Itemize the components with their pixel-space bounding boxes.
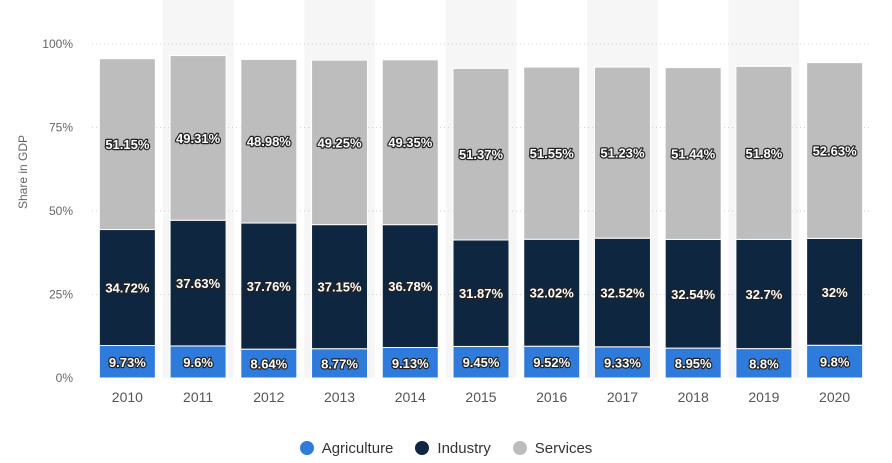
- bar-segment-agriculture[interactable]: [311, 348, 369, 379]
- legend-marker-industry: [415, 441, 430, 455]
- data-label: 9.33%: [604, 355, 641, 370]
- data-label: 8.8%: [749, 356, 779, 371]
- data-label: 9.52%: [533, 355, 570, 370]
- bar-segment-industry[interactable]: [240, 222, 298, 350]
- bar-segment-agriculture[interactable]: [593, 346, 651, 379]
- bar-layer: [98, 55, 864, 379]
- data-label: 49.35%: [388, 135, 433, 150]
- bar-segment-agriculture[interactable]: [169, 345, 227, 379]
- bar-segment-industry[interactable]: [98, 229, 156, 347]
- data-label: 51.37%: [459, 147, 504, 162]
- y-tick-label: 50%: [49, 204, 73, 218]
- data-label: 51.8%: [745, 146, 782, 161]
- bar-segment-agriculture[interactable]: [381, 347, 439, 379]
- bar-segment-agriculture[interactable]: [806, 344, 864, 379]
- bar-segment-services[interactable]: [240, 58, 298, 224]
- data-label: 37.76%: [247, 279, 292, 294]
- legend-label-services: Services: [534, 439, 593, 457]
- chart-legend: Agriculture Industry Services: [0, 436, 892, 460]
- bar-segment-industry[interactable]: [735, 238, 793, 350]
- data-label: 51.15%: [105, 137, 150, 152]
- bar-segment-industry[interactable]: [381, 224, 439, 349]
- x-tick-label: 2014: [395, 389, 426, 405]
- legend-marker-agriculture: [299, 441, 314, 455]
- stacked-bar-chart: 9.73% 34.72% 51.15% 9.6% 37.63% 49.31% 8.64% 37…: [16, 37, 870, 405]
- data-label: 49.25%: [317, 135, 362, 150]
- bar-segment-agriculture[interactable]: [523, 345, 581, 379]
- y-tick-label: 100%: [42, 37, 73, 51]
- bar-segment-agriculture[interactable]: [240, 348, 298, 379]
- bar-segment-services[interactable]: [523, 66, 581, 240]
- x-tick-label: 2012: [253, 389, 284, 405]
- bar-segment-services[interactable]: [311, 59, 369, 226]
- data-label: 51.55%: [530, 146, 575, 161]
- legend-item-services[interactable]: Services: [512, 439, 593, 457]
- data-label: 9.8%: [820, 355, 850, 370]
- x-tick-label: 2017: [607, 389, 638, 405]
- data-label: 51.23%: [600, 146, 645, 161]
- data-label: 8.64%: [250, 357, 287, 372]
- x-tick-label: 2013: [324, 389, 355, 405]
- legend-label-industry: Industry: [437, 439, 491, 457]
- legend-marker-services: [512, 441, 527, 455]
- bar-segment-services[interactable]: [169, 55, 227, 221]
- bar-segment-industry[interactable]: [311, 224, 369, 350]
- data-label: 32.54%: [671, 287, 716, 302]
- data-label: 9.73%: [109, 355, 146, 370]
- bar-segment-industry[interactable]: [806, 237, 864, 346]
- data-label: 34.72%: [105, 281, 150, 296]
- bar-segment-industry[interactable]: [593, 237, 651, 348]
- bar-segment-services[interactable]: [806, 62, 864, 239]
- x-tick-label: 2020: [819, 389, 850, 405]
- data-label: 52.63%: [813, 143, 858, 158]
- legend-label-agriculture: Agriculture: [321, 439, 394, 457]
- axis-layer: Share in GDP 0% 25% 50% 75% 100% 2010 2011 2012…: [16, 37, 850, 405]
- data-label: 32.02%: [530, 286, 575, 301]
- bar-segment-services[interactable]: [735, 65, 793, 240]
- data-label: 51.44%: [671, 147, 716, 162]
- data-label: 37.15%: [317, 280, 362, 295]
- data-label: 8.95%: [675, 356, 712, 371]
- bar-segment-services[interactable]: [593, 66, 651, 239]
- data-label: 32.52%: [600, 286, 645, 301]
- data-label-layer: 9.73% 34.72% 51.15% 9.6% 37.63% 49.31% 8.64% 37…: [104, 130, 858, 373]
- data-label: 36.78%: [388, 279, 433, 294]
- x-tick-label: 2016: [536, 389, 567, 405]
- bar-segment-services[interactable]: [664, 67, 722, 240]
- bar-segment-agriculture[interactable]: [452, 345, 510, 379]
- x-tick-label: 2019: [748, 389, 779, 405]
- y-tick-label: 75%: [49, 121, 73, 135]
- y-tick-label: 0%: [56, 371, 74, 385]
- data-label: 9.45%: [463, 355, 500, 370]
- data-label: 49.31%: [176, 131, 221, 146]
- data-label: 48.98%: [247, 134, 292, 149]
- x-tick-label: 2015: [465, 389, 496, 405]
- legend-item-agriculture[interactable]: Agriculture: [299, 439, 394, 457]
- legend-item-industry[interactable]: Industry: [415, 439, 491, 457]
- x-tick-label: 2010: [112, 389, 143, 405]
- bar-segment-industry[interactable]: [452, 239, 510, 347]
- bar-segment-services[interactable]: [381, 59, 439, 226]
- data-label: 8.77%: [321, 356, 358, 371]
- y-axis-title: Share in GDP: [16, 135, 30, 209]
- x-tick-label: 2018: [678, 389, 709, 405]
- data-label: 32.7%: [745, 287, 782, 302]
- data-label: 9.13%: [392, 356, 429, 371]
- data-label: 32%: [822, 285, 848, 300]
- data-label: 37.63%: [176, 276, 221, 291]
- y-tick-label: 25%: [49, 288, 73, 302]
- bar-segment-industry[interactable]: [664, 238, 722, 349]
- x-tick-label: 2011: [183, 389, 213, 405]
- bar-segment-industry[interactable]: [523, 238, 581, 347]
- bar-segment-agriculture[interactable]: [664, 347, 722, 379]
- bar-segment-services[interactable]: [452, 67, 510, 241]
- data-label: 31.87%: [459, 286, 504, 301]
- bar-segment-services[interactable]: [98, 58, 156, 231]
- data-label: 9.6%: [183, 355, 213, 370]
